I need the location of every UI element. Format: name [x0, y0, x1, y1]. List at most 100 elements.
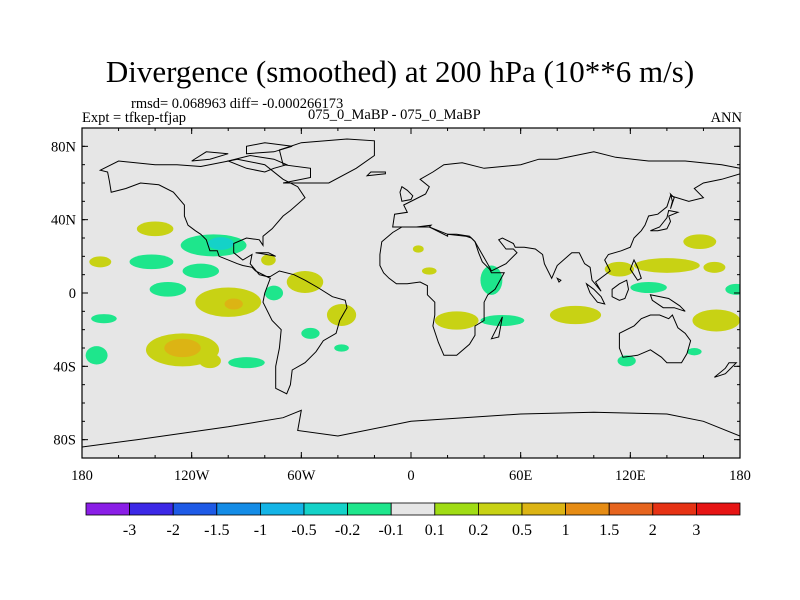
coastline-9 — [650, 209, 680, 232]
coastlines — [82, 138, 740, 458]
colorbar-swatch-5 — [303, 502, 348, 516]
divergence-region-35 — [725, 283, 740, 295]
divergence-region-6 — [261, 254, 276, 266]
divergence-region-3 — [89, 256, 112, 268]
divergence-regions — [85, 221, 740, 369]
coastline-17 — [191, 151, 229, 162]
divergence-region-14 — [91, 314, 117, 324]
divergence-region-23 — [480, 265, 503, 295]
coastline-18 — [246, 142, 293, 155]
divergence-region-26 — [549, 305, 602, 325]
coastline-4 — [618, 314, 692, 364]
divergence-region-10 — [264, 285, 284, 301]
x-tick-label: 180 — [729, 468, 751, 484]
x-tick-label: 120E — [615, 468, 646, 484]
x-tick-label: 120W — [174, 468, 210, 484]
y-tick-label: 40N — [51, 213, 77, 229]
coastline-3 — [379, 226, 506, 356]
x-tick-label: 60E — [509, 468, 533, 484]
colorbar-label: 3 — [692, 522, 700, 539]
coastline-7 — [611, 279, 630, 301]
coastline-14 — [629, 258, 642, 281]
coastline-1 — [278, 138, 375, 184]
experiment-label: Expt = tfkep-tfjap — [82, 110, 187, 126]
divergence-region-5 — [182, 263, 220, 279]
map-background — [82, 128, 740, 458]
coastline-8 — [649, 294, 686, 312]
divergence-region-29 — [633, 258, 700, 273]
period-label: ANN — [710, 110, 742, 126]
divergence-region-33 — [617, 355, 636, 367]
colorbar-label: -0.2 — [335, 522, 360, 539]
cases-label: 075_0_MaBP - 075_0_MaBP — [308, 107, 481, 123]
colorbar-swatch-9 — [477, 502, 523, 516]
colorbar-swatch-3 — [216, 502, 261, 516]
divergence-region-11 — [286, 271, 324, 293]
coastline-12 — [490, 316, 503, 340]
colorbar-label: 1 — [562, 522, 570, 539]
coastline-13 — [714, 362, 738, 378]
stats-label: rmsd= 0.068963 diff= -0.000266173 — [131, 96, 344, 112]
colorbar-swatch-12 — [608, 502, 654, 516]
divergence-region-19 — [228, 357, 265, 369]
divergence-region-30 — [630, 282, 667, 293]
colorbar-label: 0.1 — [425, 522, 445, 539]
divergence-region-24 — [434, 311, 479, 330]
coastline-5 — [82, 409, 740, 458]
chart-title: Divergence (smoothed) at 200 hPa (10**6 … — [105, 54, 695, 89]
colorbar-label: -0.5 — [291, 522, 316, 539]
colorbar-swatch-11 — [565, 502, 610, 516]
x-tick-label: 60W — [287, 468, 316, 484]
divergence-region-34 — [686, 348, 702, 356]
colorbar-swatch-7 — [390, 502, 436, 516]
coastline-10 — [399, 185, 414, 202]
axis-ticks: 180 120W 60W 0 60E 120E 180 80N 40N 0 40S 80S — [51, 128, 751, 484]
colorbar-swatch-8 — [434, 502, 479, 516]
colorbar-swatch-2 — [172, 502, 218, 516]
divergence-region-0 — [136, 221, 174, 237]
coastline-20 — [669, 192, 675, 209]
y-tick-label: 80N — [51, 139, 77, 155]
colorbar-label: 0.2 — [468, 522, 488, 539]
coastline-11 — [365, 171, 386, 177]
colorbar: -3 -2 -1.5 -1 -0.5 -0.2 -0.1 0.1 0.2 0.5 1 1.5 2 3 — [85, 502, 741, 539]
colorbar-label: -3 — [123, 522, 136, 539]
colorbar-swatch-4 — [259, 502, 305, 516]
x-tick-label: 180 — [71, 468, 93, 484]
divergence-region-12 — [326, 304, 357, 326]
colorbar-swatch-13 — [652, 502, 697, 516]
divergence-region-18 — [198, 353, 221, 369]
coastline-16 — [226, 154, 289, 173]
y-tick-label: 80S — [53, 433, 76, 449]
colorbar-swatch-6 — [347, 502, 392, 516]
divergence-region-28 — [683, 234, 717, 250]
coastline-15 — [255, 252, 276, 257]
divergence-region-7 — [149, 282, 187, 297]
divergence-region-22 — [412, 245, 424, 253]
divergence-region-9 — [224, 298, 243, 310]
colorbar-swatch-1 — [129, 502, 174, 516]
y-tick-label: 0 — [69, 286, 76, 302]
divergence-region-25 — [480, 315, 525, 326]
divergence-region-4 — [129, 254, 174, 270]
y-tick-label: 40S — [53, 359, 76, 375]
divergence-region-20 — [334, 344, 349, 352]
x-tick-label: 0 — [407, 468, 414, 484]
colorbar-swatch-14 — [696, 502, 741, 516]
colorbar-label: -1.5 — [204, 522, 229, 539]
colorbar-label: -0.1 — [379, 522, 404, 539]
divergence-region-15 — [85, 346, 108, 365]
coastline-0 — [98, 158, 348, 395]
divergence-region-13 — [301, 327, 320, 339]
colorbar-swatch-10 — [521, 502, 566, 516]
coastline-6 — [585, 282, 606, 305]
colorbar-label: 1.5 — [599, 522, 619, 539]
divergence-region-32 — [703, 261, 726, 273]
colorbar-label: 0.5 — [512, 522, 532, 539]
colorbar-label: -1 — [254, 522, 267, 539]
divergence-region-17 — [164, 338, 201, 358]
colorbar-swatch-0 — [85, 502, 130, 516]
divergence-region-21 — [421, 267, 437, 275]
divergence-region-31 — [692, 309, 740, 332]
